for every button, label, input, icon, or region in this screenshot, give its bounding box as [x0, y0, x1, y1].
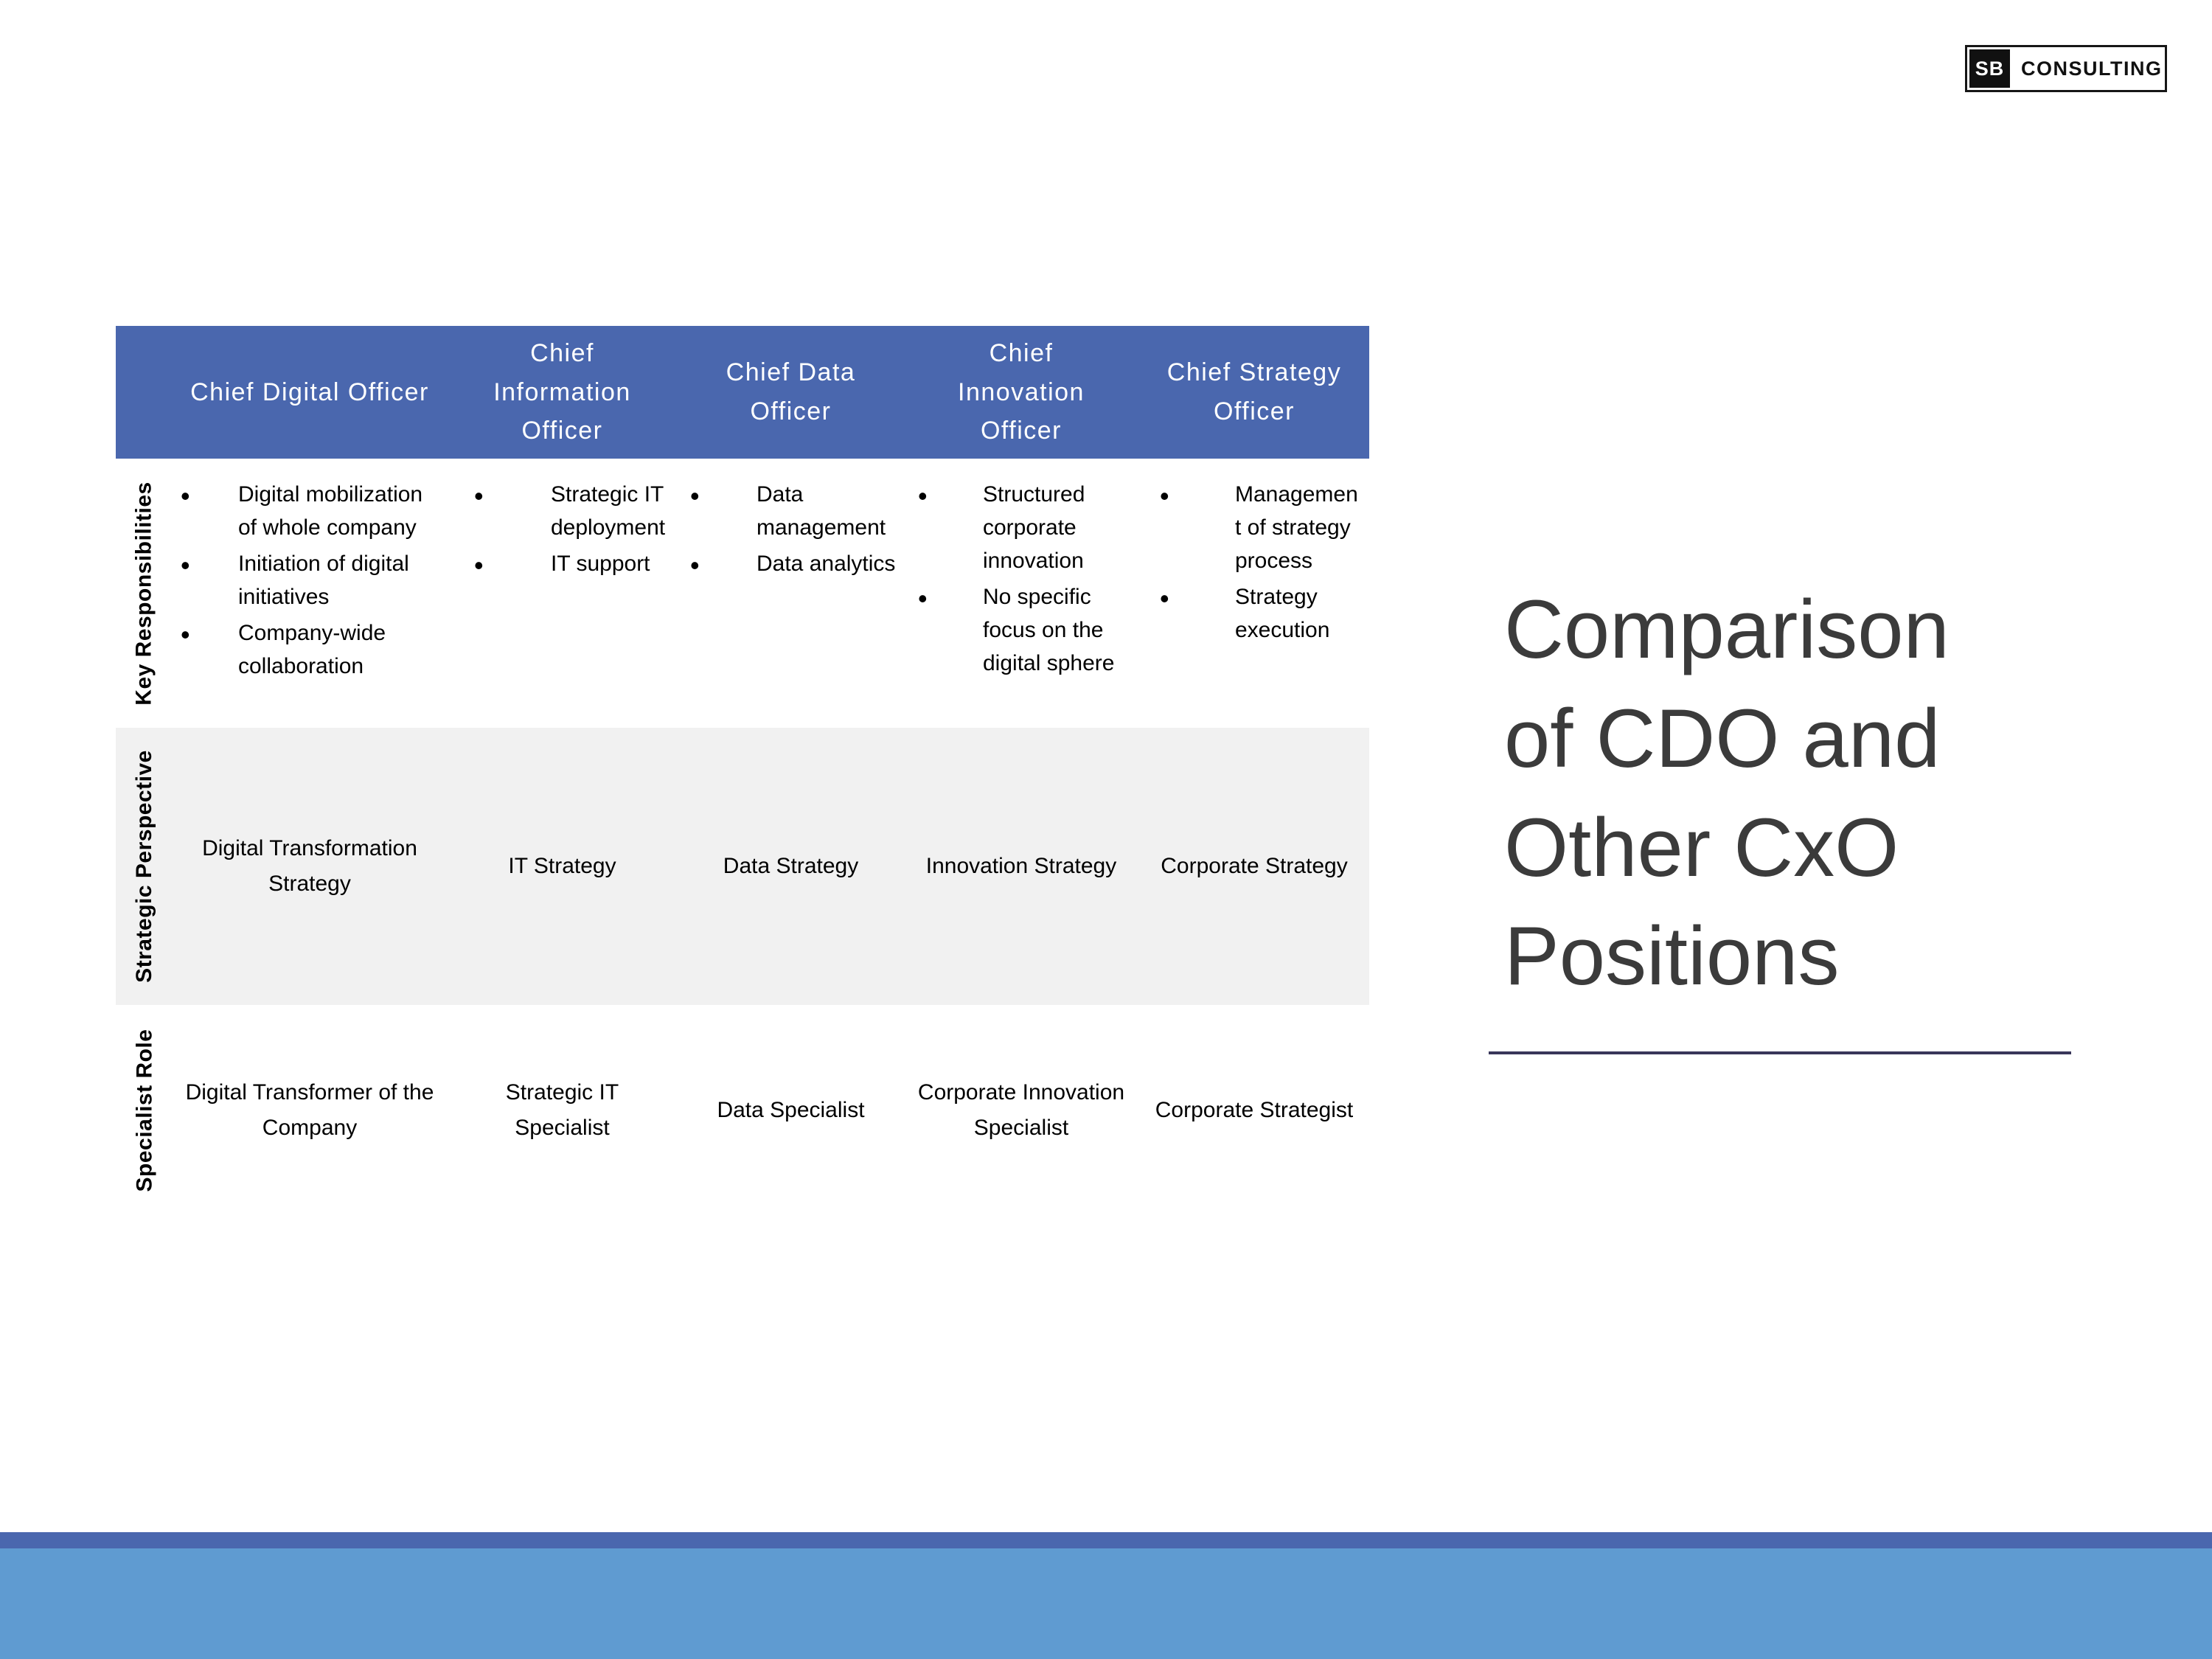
row-label-key-responsibilities: Key Responsibilities — [116, 459, 173, 728]
footer-bar-light — [0, 1548, 2212, 1659]
bullet-item: Digital mobilization of whole company — [173, 476, 440, 544]
cell-strategy-cio: IT Strategy — [508, 854, 616, 878]
cell-strategy-cdo: Digital Transformation Strategy — [202, 836, 417, 896]
bullet-item: IT support — [446, 546, 672, 585]
table-row-strategic-perspective: Strategic Perspective Digital Transforma… — [116, 728, 1369, 1005]
footer-bar-dark — [0, 1532, 2212, 1548]
row-label-specialist-role: Specialist Role — [116, 1005, 173, 1215]
bullet-item: Company-wide collaboration — [173, 615, 440, 683]
cell-responsibilities-cso: Management of strategy process Strategy … — [1139, 459, 1369, 728]
column-header-chief-innovation-officer: Chief Innovation Officer — [958, 338, 1085, 445]
row-label-strategic-perspective: Strategic Perspective — [116, 728, 173, 1005]
cell-role-cio: Strategic IT Specialist — [505, 1079, 619, 1140]
bullet-item: Initiation of digital initiatives — [173, 546, 440, 613]
cell-strategy-cso: Corporate Strategy — [1161, 854, 1348, 878]
row-label-text: Specialist Role — [132, 1029, 157, 1192]
column-header-chief-digital-officer: Chief Digital Officer — [190, 378, 429, 406]
cell-role-cino: Corporate Innovation Specialist — [917, 1079, 1125, 1140]
bullet-item: Data management — [678, 476, 897, 544]
column-header-chief-information-officer: Chief Information Officer — [493, 338, 631, 445]
slide-title: Comparison of CDO and Other CxO Position… — [1504, 583, 1950, 1003]
company-logo: SB CONSULTING — [1965, 45, 2167, 92]
bullet-item: Strategy execution — [1139, 579, 1363, 647]
cell-responsibilities-cino: Structured corporate innovation No speci… — [903, 459, 1139, 728]
header-spacer-cell — [116, 326, 173, 459]
bullet-item: No specific focus on the digital sphere — [903, 579, 1133, 680]
column-header-chief-strategy-officer: Chief Strategy Officer — [1166, 358, 1342, 425]
bullet-item: Strategic IT deployment — [446, 476, 672, 544]
cell-role-cso: Corporate Strategist — [1155, 1097, 1354, 1122]
table-row-specialist-role: Specialist Role Digital Transformer of t… — [116, 1005, 1369, 1215]
cell-responsibilities-cdata-o: Data management Data analytics — [678, 459, 903, 728]
row-label-text: Strategic Perspective — [132, 750, 156, 983]
cell-strategy-cino: Innovation Strategy — [925, 854, 1117, 878]
cell-role-cdata-o: Data Specialist — [717, 1097, 865, 1122]
logo-sb-mark: SB — [1969, 49, 2010, 88]
bullet-item: Management of strategy process — [1139, 476, 1363, 577]
logo-company-name: CONSULTING — [2021, 57, 2163, 80]
column-header-chief-data-officer: Chief Data Officer — [726, 358, 856, 425]
bullet-item: Structured corporate innovation — [903, 476, 1133, 577]
comparison-table: Chief Digital Officer Chief Information … — [116, 326, 1369, 1215]
bullet-item: Data analytics — [678, 546, 897, 585]
cell-responsibilities-cio: Strategic IT deployment IT support — [446, 459, 678, 728]
cell-responsibilities-cdo: Digital mobilization of whole company In… — [173, 459, 446, 728]
cell-role-cdo: Digital Transformer of the Company — [185, 1079, 434, 1140]
cell-strategy-cdata-o: Data Strategy — [723, 854, 859, 878]
table-header-row: Chief Digital Officer Chief Information … — [116, 326, 1369, 459]
title-underline — [1489, 1051, 2071, 1054]
row-label-text: Key Responsibilities — [132, 481, 156, 706]
table-row-key-responsibilities: Key Responsibilities Digital mobilizatio… — [116, 459, 1369, 728]
